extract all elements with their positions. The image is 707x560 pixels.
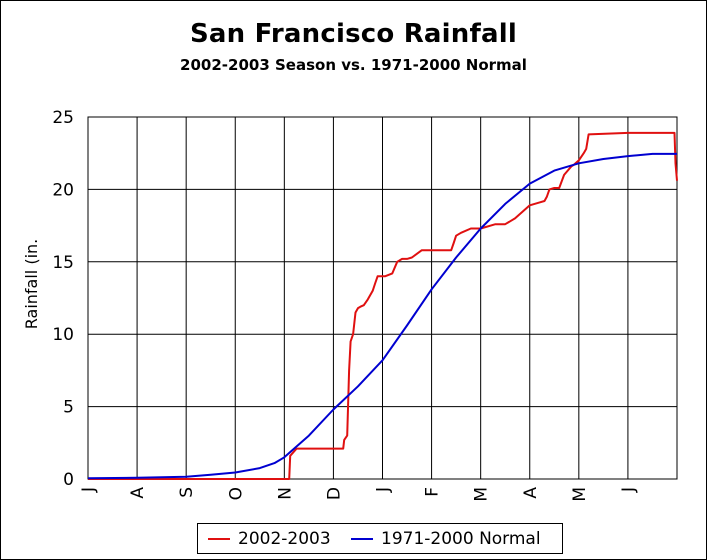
series-lines <box>87 131 678 480</box>
y-tick-label: 0 <box>63 470 74 490</box>
series-line-normal <box>87 152 677 480</box>
x-tick-label: D <box>324 487 344 500</box>
y-tick-label: 25 <box>52 108 74 128</box>
x-tick-label: M <box>570 487 590 502</box>
x-tick-label: S <box>177 487 197 498</box>
y-tick-labels: 0 5 10 15 20 25 <box>52 108 74 490</box>
legend-item-2002-2003: 2002-2003 <box>208 524 331 553</box>
legend-swatch-blue <box>351 537 373 540</box>
grid-lines <box>88 116 677 480</box>
legend-label: 2002-2003 <box>238 528 331 549</box>
y-tick-label: 10 <box>52 325 74 345</box>
y-tick-label: 5 <box>63 398 74 418</box>
series-line-2002-2003 <box>88 131 678 480</box>
chart-subtitle: 2002-2003 Season vs. 1971-2000 Normal <box>180 56 527 74</box>
y-axis-label: Rainfall (in. <box>22 239 41 329</box>
x-tick-label: J <box>374 487 394 493</box>
chart-title: San Francisco Rainfall <box>189 19 517 49</box>
x-tick-label: F <box>423 487 443 497</box>
x-tick-label: N <box>275 487 295 500</box>
plot-area-border <box>87 116 678 480</box>
legend-item-normal: 1971-2000 Normal <box>351 524 541 553</box>
x-tick-label: J <box>79 487 99 493</box>
x-tick-label: J <box>619 487 639 493</box>
x-tick-label: A <box>521 487 541 499</box>
y-tick-label: 20 <box>52 180 74 200</box>
legend: 2002-2003 1971-2000 Normal <box>197 523 563 554</box>
x-tick-label: A <box>128 487 148 499</box>
legend-label: 1971-2000 Normal <box>381 528 541 549</box>
x-tick-label: O <box>226 487 246 500</box>
legend-swatch-red <box>208 537 230 540</box>
y-tick-label: 15 <box>52 253 74 273</box>
x-tick-label: M <box>472 487 492 502</box>
